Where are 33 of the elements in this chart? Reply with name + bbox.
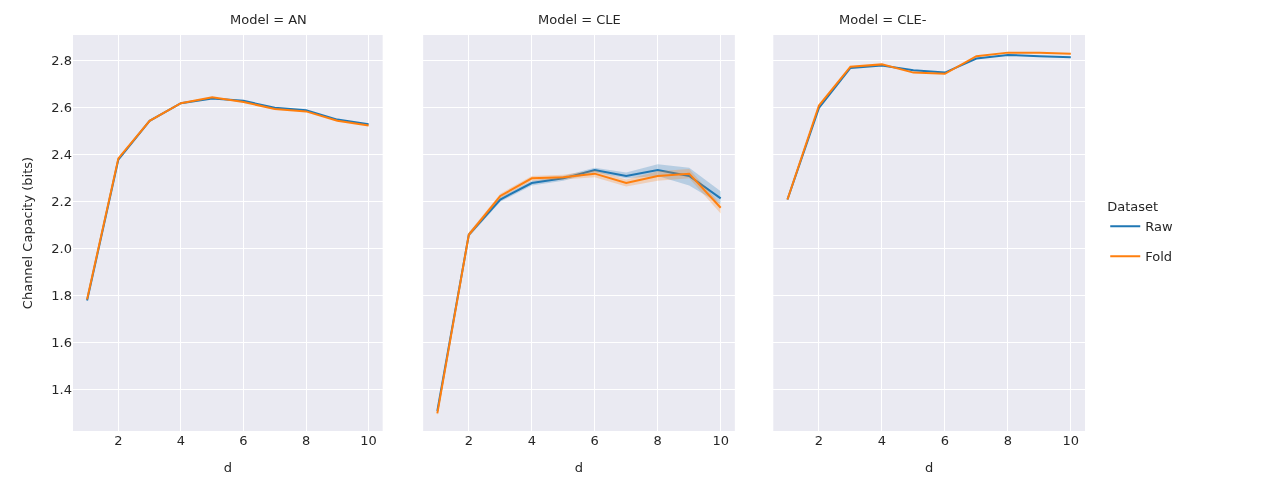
x-tick-label: 2 (464, 433, 473, 448)
x-tick-label: 6 (239, 433, 248, 448)
x-axis-title: d (223, 459, 232, 475)
x-tick-label: 2 (114, 433, 123, 448)
x-tick-label: 8 (301, 433, 311, 448)
chart-title: Model = CLE- (839, 12, 927, 27)
x-tick-label: 10 (712, 433, 729, 448)
y-tick-label: 1.4 (51, 382, 72, 398)
x-tick-label: 8 (1003, 433, 1012, 448)
x-tick-label: 10 (1062, 433, 1080, 448)
legend-title: Dataset (1107, 199, 1159, 215)
x-tick-label: 6 (940, 433, 950, 448)
x-axis-title: d (925, 459, 934, 475)
x-tick-label: 8 (653, 433, 662, 448)
legend-label: Fold (1145, 249, 1173, 265)
y-tick-label: 2.6 (51, 100, 72, 116)
y-axis-title: Channel Capacity (bits) (20, 156, 36, 310)
x-tick-label: 4 (527, 433, 536, 448)
y-tick-label: 2.0 (51, 241, 72, 257)
x-tick-label: 2 (814, 433, 824, 448)
x-axis-title: d (574, 459, 584, 475)
y-tick-label: 1.6 (51, 335, 72, 351)
x-tick-label: 4 (877, 433, 887, 448)
y-tick-label: 1.8 (51, 288, 72, 304)
x-tick-label: 6 (590, 433, 599, 448)
y-tick-label: 2.2 (51, 194, 72, 210)
y-tick-label: 2.8 (51, 53, 72, 69)
chart-title: Model = CLE (538, 12, 621, 27)
x-tick-label: 10 (360, 433, 377, 448)
x-tick-label: 4 (176, 433, 186, 448)
y-tick-label: 2.4 (51, 147, 72, 163)
legend-label: Raw (1145, 219, 1173, 235)
chart-title: Model = AN (230, 12, 307, 27)
